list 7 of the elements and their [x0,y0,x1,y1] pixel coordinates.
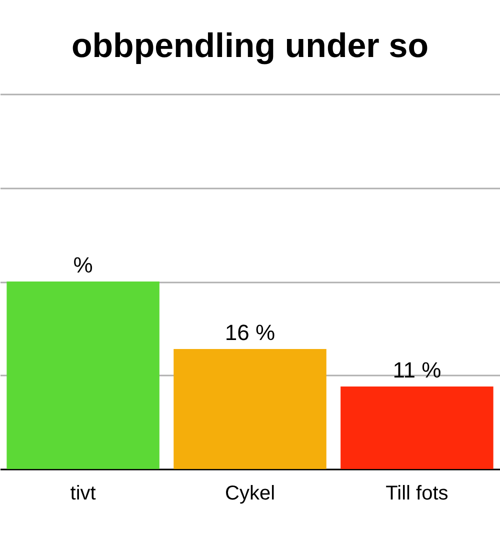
x-tick-label: Till fots [386,482,448,504]
x-tick-label: Cykel [224,482,276,504]
chart-title: obbpendling under so [72,27,428,65]
data-label: 11 % [392,358,442,382]
data-label: % [73,252,93,278]
x-tick-label: tivt [70,482,96,504]
data-label: 16 % [224,320,276,345]
